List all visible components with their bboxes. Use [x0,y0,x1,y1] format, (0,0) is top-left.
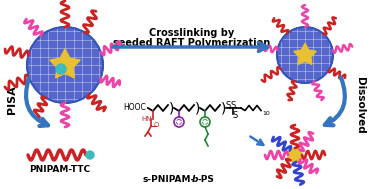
Text: b: b [192,176,198,184]
Polygon shape [50,49,80,78]
FancyArrowPatch shape [26,78,48,126]
Text: -PS: -PS [197,176,214,184]
FancyArrowPatch shape [325,78,345,125]
Circle shape [277,27,333,83]
Text: PISA: PISA [7,86,17,114]
Text: S: S [230,101,236,111]
Circle shape [27,27,103,103]
Text: HOOC: HOOC [123,104,146,112]
Text: ): ) [221,101,226,115]
Text: Crosslinking by: Crosslinking by [150,28,234,38]
Text: 10: 10 [262,111,270,116]
Text: seeded RAFT Polymerization: seeded RAFT Polymerization [114,38,270,48]
Circle shape [288,148,302,162]
Text: S: S [225,101,231,111]
Polygon shape [294,43,316,64]
Circle shape [56,64,66,74]
Text: ): ) [169,101,174,115]
Text: S: S [232,112,237,121]
Text: O: O [154,122,160,128]
Text: ): ) [195,101,200,115]
Circle shape [86,151,94,159]
Text: PNIPAM-TTC: PNIPAM-TTC [29,166,91,174]
Text: HN: HN [141,116,152,122]
Text: s-PNIPAM-: s-PNIPAM- [143,176,195,184]
Text: Dissolved: Dissolved [355,77,365,133]
